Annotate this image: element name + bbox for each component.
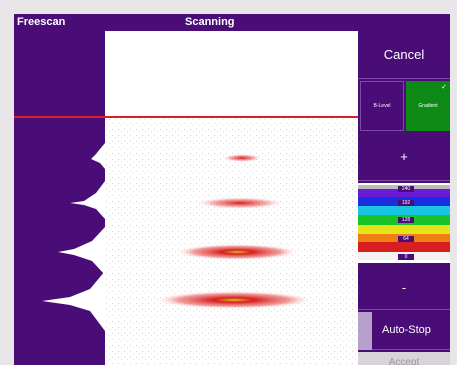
auto-stop-button[interactable]: Auto-Stop [358,312,450,350]
cancel-button[interactable]: Cancel [358,31,450,79]
color-palette: 240 192 128 64 0 [358,183,450,263]
gain-increase-button[interactable]: + [358,133,450,181]
b-scan-image[interactable] [105,31,358,365]
control-panel: Cancel B-Level Gradient ✓ + 240 192 128 … [358,31,450,365]
a-scan-profile-panel [14,31,105,365]
palette-value: 64 [398,236,414,242]
gradient-button[interactable]: Gradient ✓ [406,81,450,131]
b-level-button[interactable]: B-Level [360,81,404,131]
palette-value: 192 [398,200,414,206]
palette-value: 240 [398,186,414,192]
gradient-button-label: Gradient [418,103,438,109]
palette-value: 0 [398,254,414,260]
gain-decrease-button[interactable]: - [358,265,450,310]
auto-stop-label: Auto-Stop [382,324,431,336]
accept-button[interactable]: Accept [358,352,450,365]
auto-stop-toggle[interactable] [358,312,372,350]
b-scan-graph [105,116,358,365]
a-scan-profile-graph [14,116,105,331]
check-icon: ✓ [441,84,447,91]
display-mode-selector: B-Level Gradient ✓ [358,81,450,131]
app-window: Freescan Scanning [14,14,450,365]
app-title: Freescan [17,16,66,28]
title-bar: Freescan Scanning [14,14,450,31]
scan-status: Scanning [185,16,235,28]
palette-value: 128 [398,217,414,223]
